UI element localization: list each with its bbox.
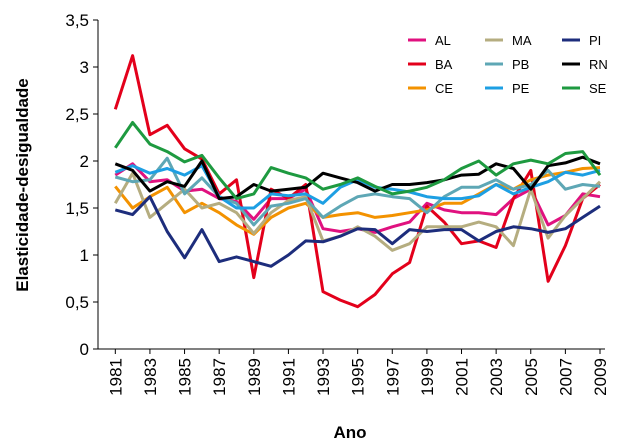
- y-tick-label: 1,5: [65, 199, 89, 218]
- series-line: [114, 195, 601, 268]
- x-tick-label: 1997: [383, 358, 402, 396]
- y-axis-label: Elasticidade-desigualdade: [13, 78, 32, 292]
- x-tick-label: 1999: [418, 358, 437, 396]
- legend-label: CE: [435, 81, 453, 96]
- x-tick-label: 1993: [314, 358, 333, 396]
- series-line: [114, 166, 601, 236]
- x-tick-label: 1989: [245, 358, 264, 396]
- legend-label: AL: [435, 33, 451, 48]
- series-line: [114, 121, 602, 201]
- x-tick-label: 2003: [487, 358, 506, 396]
- y-tick-label: 3: [80, 58, 89, 77]
- y-tick-label: 2: [80, 152, 89, 171]
- x-tick-label: 2009: [591, 358, 610, 396]
- x-tick-label: 1981: [106, 358, 125, 396]
- legend-label: PB: [512, 57, 529, 72]
- y-tick-label: 1: [80, 246, 89, 265]
- x-tick-label: 1987: [210, 358, 229, 396]
- x-tick-label: 1985: [176, 358, 195, 396]
- y-tick-label: 3,5: [65, 11, 89, 30]
- x-tick-label: 1983: [141, 358, 160, 396]
- legend-label: BA: [435, 57, 453, 72]
- legend-label: PI: [589, 33, 601, 48]
- legend-label: SE: [589, 81, 607, 96]
- series-line: [114, 156, 601, 227]
- y-tick-label: 0,5: [65, 293, 89, 312]
- y-tick-label: 0: [80, 340, 89, 359]
- x-tick-label: 2007: [556, 358, 575, 396]
- x-tick-label: 1991: [279, 358, 298, 396]
- y-tick-label: 2,5: [65, 105, 89, 124]
- legend-label: RN: [589, 57, 608, 72]
- x-tick-label: 2005: [522, 358, 541, 396]
- x-axis-label: Ano: [333, 423, 366, 442]
- legend-label: PE: [512, 81, 530, 96]
- legend-label: MA: [512, 33, 532, 48]
- x-tick-label: 2001: [453, 358, 472, 396]
- series-line: [113, 54, 601, 309]
- series-line: [114, 155, 601, 201]
- x-tick-label: 1995: [349, 358, 368, 396]
